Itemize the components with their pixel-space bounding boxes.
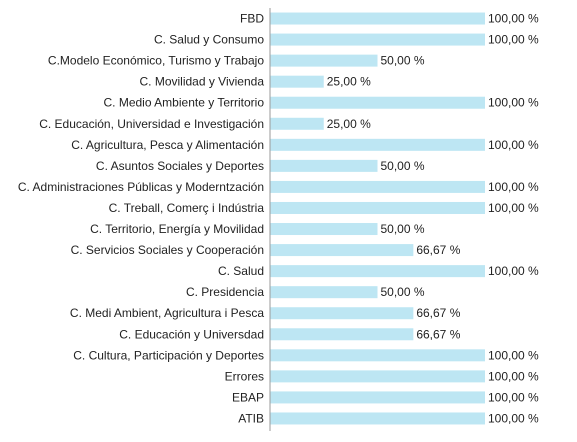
bar — [270, 75, 324, 88]
bar — [270, 412, 485, 425]
bar — [270, 33, 485, 46]
value-label: 66,67 % — [416, 306, 460, 320]
category-labels-layer: FBD C. Salud y Consumo C.Modelo Económico,… — [18, 12, 264, 426]
value-label: 100,00 % — [488, 12, 539, 26]
bar — [270, 370, 485, 383]
bar — [270, 328, 414, 341]
category-label: C. Medi Ambient, Agricultura i Pesca — [70, 306, 264, 320]
category-label: C. Medio Ambiente y Territorio — [103, 96, 264, 110]
bar — [270, 54, 378, 67]
category-label: FBD — [240, 12, 264, 26]
category-label: C. Administraciones Públicas y Moderntza… — [18, 180, 264, 194]
bar — [270, 286, 378, 299]
category-label: C.Modelo Económico, Turismo y Trabajo — [48, 54, 264, 68]
value-label: 66,67 % — [416, 327, 460, 341]
bar — [270, 244, 414, 257]
bar — [270, 117, 324, 130]
value-label: 100,00 % — [488, 390, 539, 404]
value-label: 25,00 % — [327, 117, 371, 131]
category-label: Errores — [225, 369, 264, 383]
bar — [270, 349, 485, 362]
category-label: EBAP — [232, 390, 264, 404]
bar — [270, 159, 378, 172]
category-label: C. Educación, Universidad e Investigació… — [39, 117, 264, 131]
value-label: 100,00 % — [488, 201, 539, 215]
value-label: 100,00 % — [488, 348, 539, 362]
value-label: 100,00 % — [488, 138, 539, 152]
bar — [270, 138, 485, 151]
category-label: ATIB — [238, 411, 264, 425]
bar — [270, 180, 485, 193]
value-label: 100,00 % — [488, 96, 539, 110]
value-label: 100,00 % — [488, 180, 539, 194]
category-label: C. Territorio, Energía y Movilidad — [90, 222, 264, 236]
value-label: 66,67 % — [416, 243, 460, 257]
bar — [270, 391, 485, 404]
category-label: C. Asuntos Sociales y Deportes — [96, 159, 264, 173]
category-label: C. Salud y Consumo — [154, 33, 264, 47]
bar — [270, 12, 485, 25]
value-label: 50,00 % — [381, 54, 425, 68]
value-label: 100,00 % — [488, 411, 539, 425]
category-label: C. Salud — [218, 264, 264, 278]
bar — [270, 265, 485, 278]
category-label: C. Cultura, Participación y Deportes — [73, 348, 264, 362]
value-label: 50,00 % — [381, 222, 425, 236]
category-label: C. Presidencia — [186, 285, 264, 299]
bar — [270, 307, 414, 320]
category-label: C. Servicios Sociales y Cooperación — [71, 243, 264, 257]
category-label: C. Movilidad y Vivienda — [139, 75, 264, 89]
value-label: 50,00 % — [381, 159, 425, 173]
bar — [270, 201, 485, 214]
value-label: 25,00 % — [327, 75, 371, 89]
category-label: C. Agricultura, Pesca y Alimentación — [71, 138, 264, 152]
category-label: C. Treball, Comerç i Indústria — [109, 201, 265, 215]
bars-layer — [270, 12, 485, 425]
value-label: 100,00 % — [488, 264, 539, 278]
bar — [270, 223, 378, 236]
bar — [270, 96, 485, 109]
value-label: 100,00 % — [488, 33, 539, 47]
value-label: 50,00 % — [381, 285, 425, 299]
category-label: C. Educación y Universdad — [119, 327, 264, 341]
value-labels-layer: 100,00 % 100,00 % 50,00 % 25,00 % 100,00 % 25… — [327, 12, 539, 426]
value-label: 100,00 % — [488, 369, 539, 383]
